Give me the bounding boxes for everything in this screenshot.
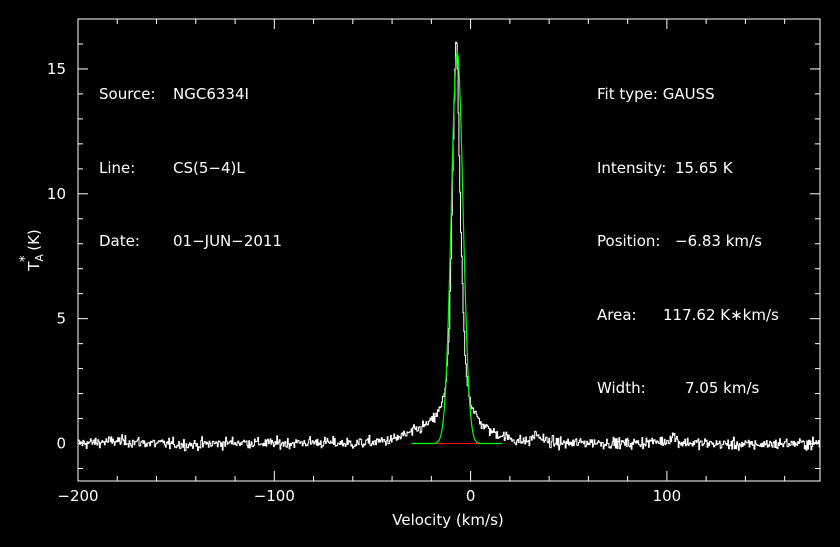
position-value: −6.83 km/s [675, 232, 762, 250]
y-tick-label: 15 [47, 60, 66, 78]
position-label: Position: [597, 232, 661, 250]
y-tick-label: 5 [56, 310, 66, 328]
y-tick-label: 0 [56, 435, 66, 453]
area-row: Area: 117.62 K∗km/s [597, 303, 779, 328]
date-label: Date: [99, 232, 140, 250]
area-value: 117.62 K∗km/s [663, 305, 779, 324]
line-label: Line: [99, 158, 136, 177]
fit-type-value: GAUSS [662, 85, 715, 103]
x-tick-label: −200 [57, 487, 98, 505]
y-tick-label: 10 [47, 185, 66, 203]
position-row: Position: −6.83 km/s [597, 229, 779, 254]
line-row: Line: CS(5−4)L [99, 156, 282, 181]
intensity-row: Intensity: 15.65 K [597, 156, 779, 181]
spectrum-info: Source: NGC6334I Line: CS(5−4)L Date: 01−JU… [99, 33, 282, 278]
width-value: 7.05 km/s [685, 379, 760, 397]
x-axis-label: Velocity (km/s) [392, 511, 503, 529]
area-label: Area: [597, 305, 637, 324]
line-value: CS(5−4)L [173, 158, 245, 177]
fit-type-label: Fit type: [597, 85, 658, 103]
intensity-label: Intensity: [597, 158, 667, 177]
intensity-value: 15.65 K [675, 158, 733, 177]
gaussian-fit-line [411, 51, 502, 445]
x-tick-label: −100 [254, 487, 295, 505]
source-row: Source: NGC6334I [99, 82, 282, 107]
width-row: Width: 7.05 km/s [597, 376, 779, 401]
source-label: Source: [99, 85, 156, 103]
width-label: Width: [597, 379, 646, 397]
y-axis-label: TA* (K) [18, 229, 46, 272]
date-row: Date: 01−JUN−2011 [99, 229, 282, 254]
x-tick-label: 100 [653, 487, 682, 505]
date-value: 01−JUN−2011 [173, 232, 283, 250]
source-value: NGC6334I [173, 85, 249, 103]
plot-frame [77, 18, 821, 482]
x-tick-label: 0 [466, 487, 476, 505]
spectrum-line [78, 41, 821, 452]
fit-info: Fit type: GAUSS Intensity: 15.65 K Positi… [597, 33, 779, 425]
fit-type-row: Fit type: GAUSS [597, 82, 779, 107]
